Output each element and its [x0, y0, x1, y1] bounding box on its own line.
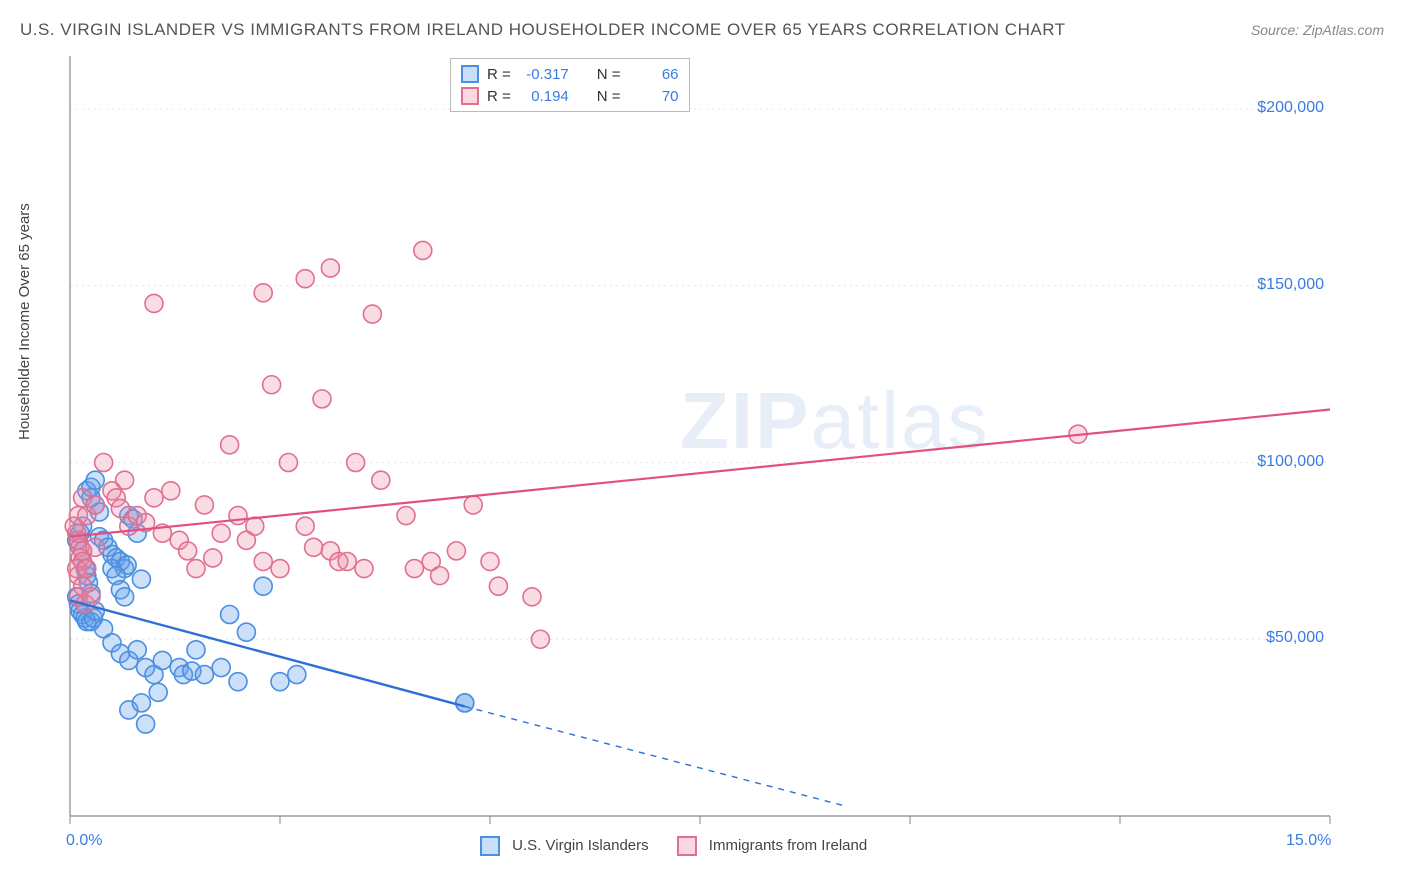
legend-swatch-pink: [461, 87, 479, 105]
r-label: R =: [487, 88, 511, 105]
legend-row-ireland: R = 0.194 N = 70: [461, 85, 679, 107]
chart-svg: [60, 56, 1376, 856]
n-value-ireland: 70: [629, 88, 679, 105]
y-tick-label: $100,000: [1257, 453, 1324, 471]
y-tick-label: $200,000: [1257, 99, 1324, 117]
correlation-legend: R = -0.317 N = 66 R = 0.194 N = 70: [450, 58, 690, 112]
r-value-ireland: 0.194: [519, 88, 569, 105]
n-value-usvi: 66: [629, 66, 679, 83]
chart-title: U.S. VIRGIN ISLANDER VS IMMIGRANTS FROM …: [20, 20, 1066, 40]
y-tick-label: $150,000: [1257, 276, 1324, 294]
y-tick-label: $50,000: [1266, 629, 1324, 647]
r-label: R =: [487, 66, 511, 83]
legend-swatch-blue: [461, 65, 479, 83]
legend-swatch-blue: [480, 836, 500, 856]
legend-swatch-pink: [677, 836, 697, 856]
n-label: N =: [597, 88, 621, 105]
legend-item-ireland: Immigrants from Ireland: [677, 836, 868, 856]
legend-label-ireland: Immigrants from Ireland: [709, 837, 867, 854]
plot-area: [60, 56, 1376, 826]
x-tick-label: 15.0%: [1286, 832, 1331, 850]
series-legend: U.S. Virgin Islanders Immigrants from Ir…: [480, 836, 867, 856]
legend-row-usvi: R = -0.317 N = 66: [461, 63, 679, 85]
y-axis-label: Householder Income Over 65 years: [16, 203, 33, 440]
legend-item-usvi: U.S. Virgin Islanders: [480, 836, 649, 856]
legend-label-usvi: U.S. Virgin Islanders: [512, 837, 648, 854]
x-tick-label: 0.0%: [66, 832, 102, 850]
n-label: N =: [597, 66, 621, 83]
r-value-usvi: -0.317: [519, 66, 569, 83]
source-label: Source: ZipAtlas.com: [1251, 22, 1384, 38]
